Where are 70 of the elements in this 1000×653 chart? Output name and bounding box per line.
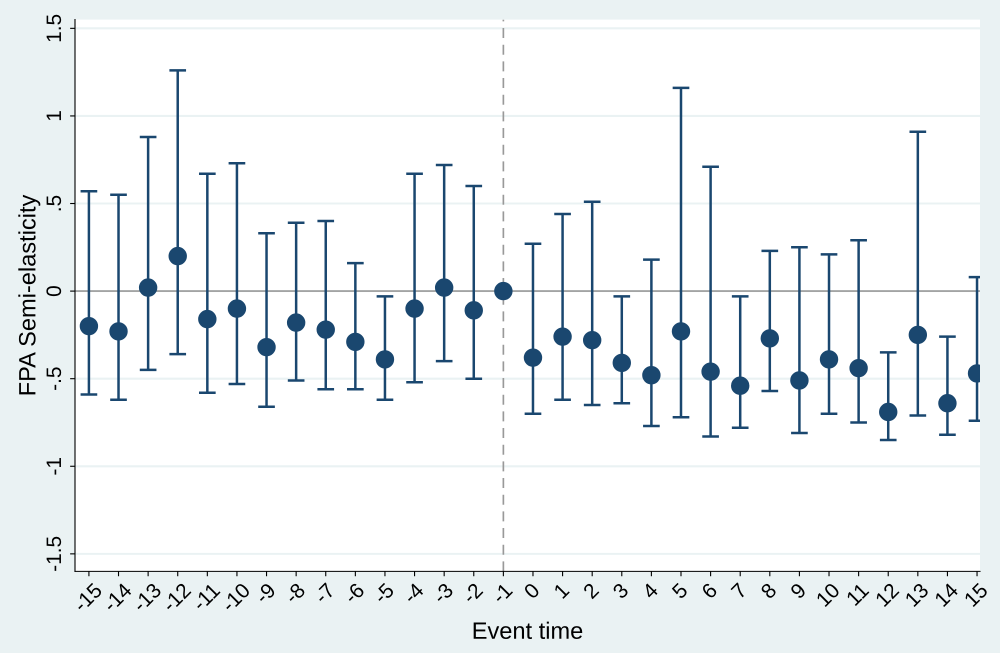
point bbox=[582, 330, 602, 350]
x-tick-label: -3 bbox=[432, 582, 454, 604]
point bbox=[257, 338, 276, 356]
x-tick-label: 9 bbox=[790, 582, 807, 600]
x-tick-label: -4 bbox=[402, 582, 424, 604]
y-axis-title: FPA Semi-elasticity bbox=[18, 194, 40, 394]
x-tick-label: -13 bbox=[132, 582, 162, 613]
y-tick-label: -1 bbox=[46, 458, 61, 475]
x-tick-label: 8 bbox=[760, 582, 778, 600]
x-tick-label: 0 bbox=[522, 582, 540, 600]
x-tick-label: 4 bbox=[641, 582, 659, 600]
x-tick-label: 5 bbox=[671, 582, 688, 600]
point bbox=[938, 394, 957, 412]
x-tick-label: -10 bbox=[220, 582, 251, 613]
x-tick-label: -11 bbox=[192, 582, 221, 612]
point bbox=[346, 332, 365, 352]
x-tick-label: 14 bbox=[934, 582, 960, 608]
x-tick-label: 7 bbox=[730, 582, 748, 600]
point bbox=[790, 371, 809, 390]
point bbox=[286, 313, 306, 332]
point bbox=[553, 327, 572, 346]
y-tick-label: -1.5 bbox=[46, 536, 62, 571]
point bbox=[316, 320, 335, 339]
y-tick-label: 0 bbox=[46, 286, 62, 296]
x-tick-label: 15 bbox=[964, 582, 989, 608]
x-tick-label: 11 bbox=[846, 582, 870, 606]
x-tick-label: 2 bbox=[582, 582, 600, 600]
point bbox=[109, 322, 128, 341]
point bbox=[376, 350, 394, 369]
y-tick-label: -.5 bbox=[46, 367, 62, 390]
point bbox=[760, 329, 780, 348]
y-tick-label: 1 bbox=[46, 111, 61, 120]
point bbox=[198, 310, 217, 328]
point bbox=[908, 326, 928, 344]
y-tick-label: .5 bbox=[46, 196, 62, 210]
point bbox=[731, 376, 750, 395]
x-tick-label: -14 bbox=[102, 582, 133, 612]
x-tick-label: -8 bbox=[284, 582, 306, 604]
x-tick-label: -12 bbox=[161, 582, 192, 612]
point bbox=[168, 246, 187, 266]
x-axis-title: Event time bbox=[474, 622, 582, 640]
x-tick-label: 3 bbox=[612, 582, 630, 600]
point bbox=[849, 358, 868, 378]
x-tick-label: -5 bbox=[372, 582, 395, 604]
point bbox=[464, 301, 483, 320]
point bbox=[524, 348, 542, 367]
x-tick-label: -6 bbox=[342, 582, 366, 604]
x-tick-label: -2 bbox=[461, 582, 484, 604]
x-tick-label: 10 bbox=[815, 582, 841, 608]
point bbox=[434, 278, 454, 297]
x-tick-label: 6 bbox=[700, 582, 718, 600]
x-tick-label: 12 bbox=[874, 582, 900, 608]
point bbox=[612, 354, 631, 372]
x-tick-label: 1 bbox=[553, 582, 570, 599]
point bbox=[672, 322, 690, 341]
point bbox=[879, 402, 898, 422]
x-tick-label: -15 bbox=[72, 582, 103, 613]
point bbox=[80, 316, 98, 336]
point bbox=[701, 362, 720, 381]
x-tick-label: -7 bbox=[314, 582, 336, 604]
point bbox=[494, 282, 513, 300]
point bbox=[820, 350, 838, 369]
x-tick-label: 13 bbox=[904, 582, 930, 608]
y-tick-label: 1.5 bbox=[46, 14, 62, 42]
x-tick-label: -1 bbox=[491, 582, 514, 604]
x-tick-label: -9 bbox=[254, 582, 276, 604]
point bbox=[405, 299, 424, 318]
point bbox=[642, 366, 661, 384]
point bbox=[228, 299, 246, 318]
point bbox=[138, 278, 158, 297]
